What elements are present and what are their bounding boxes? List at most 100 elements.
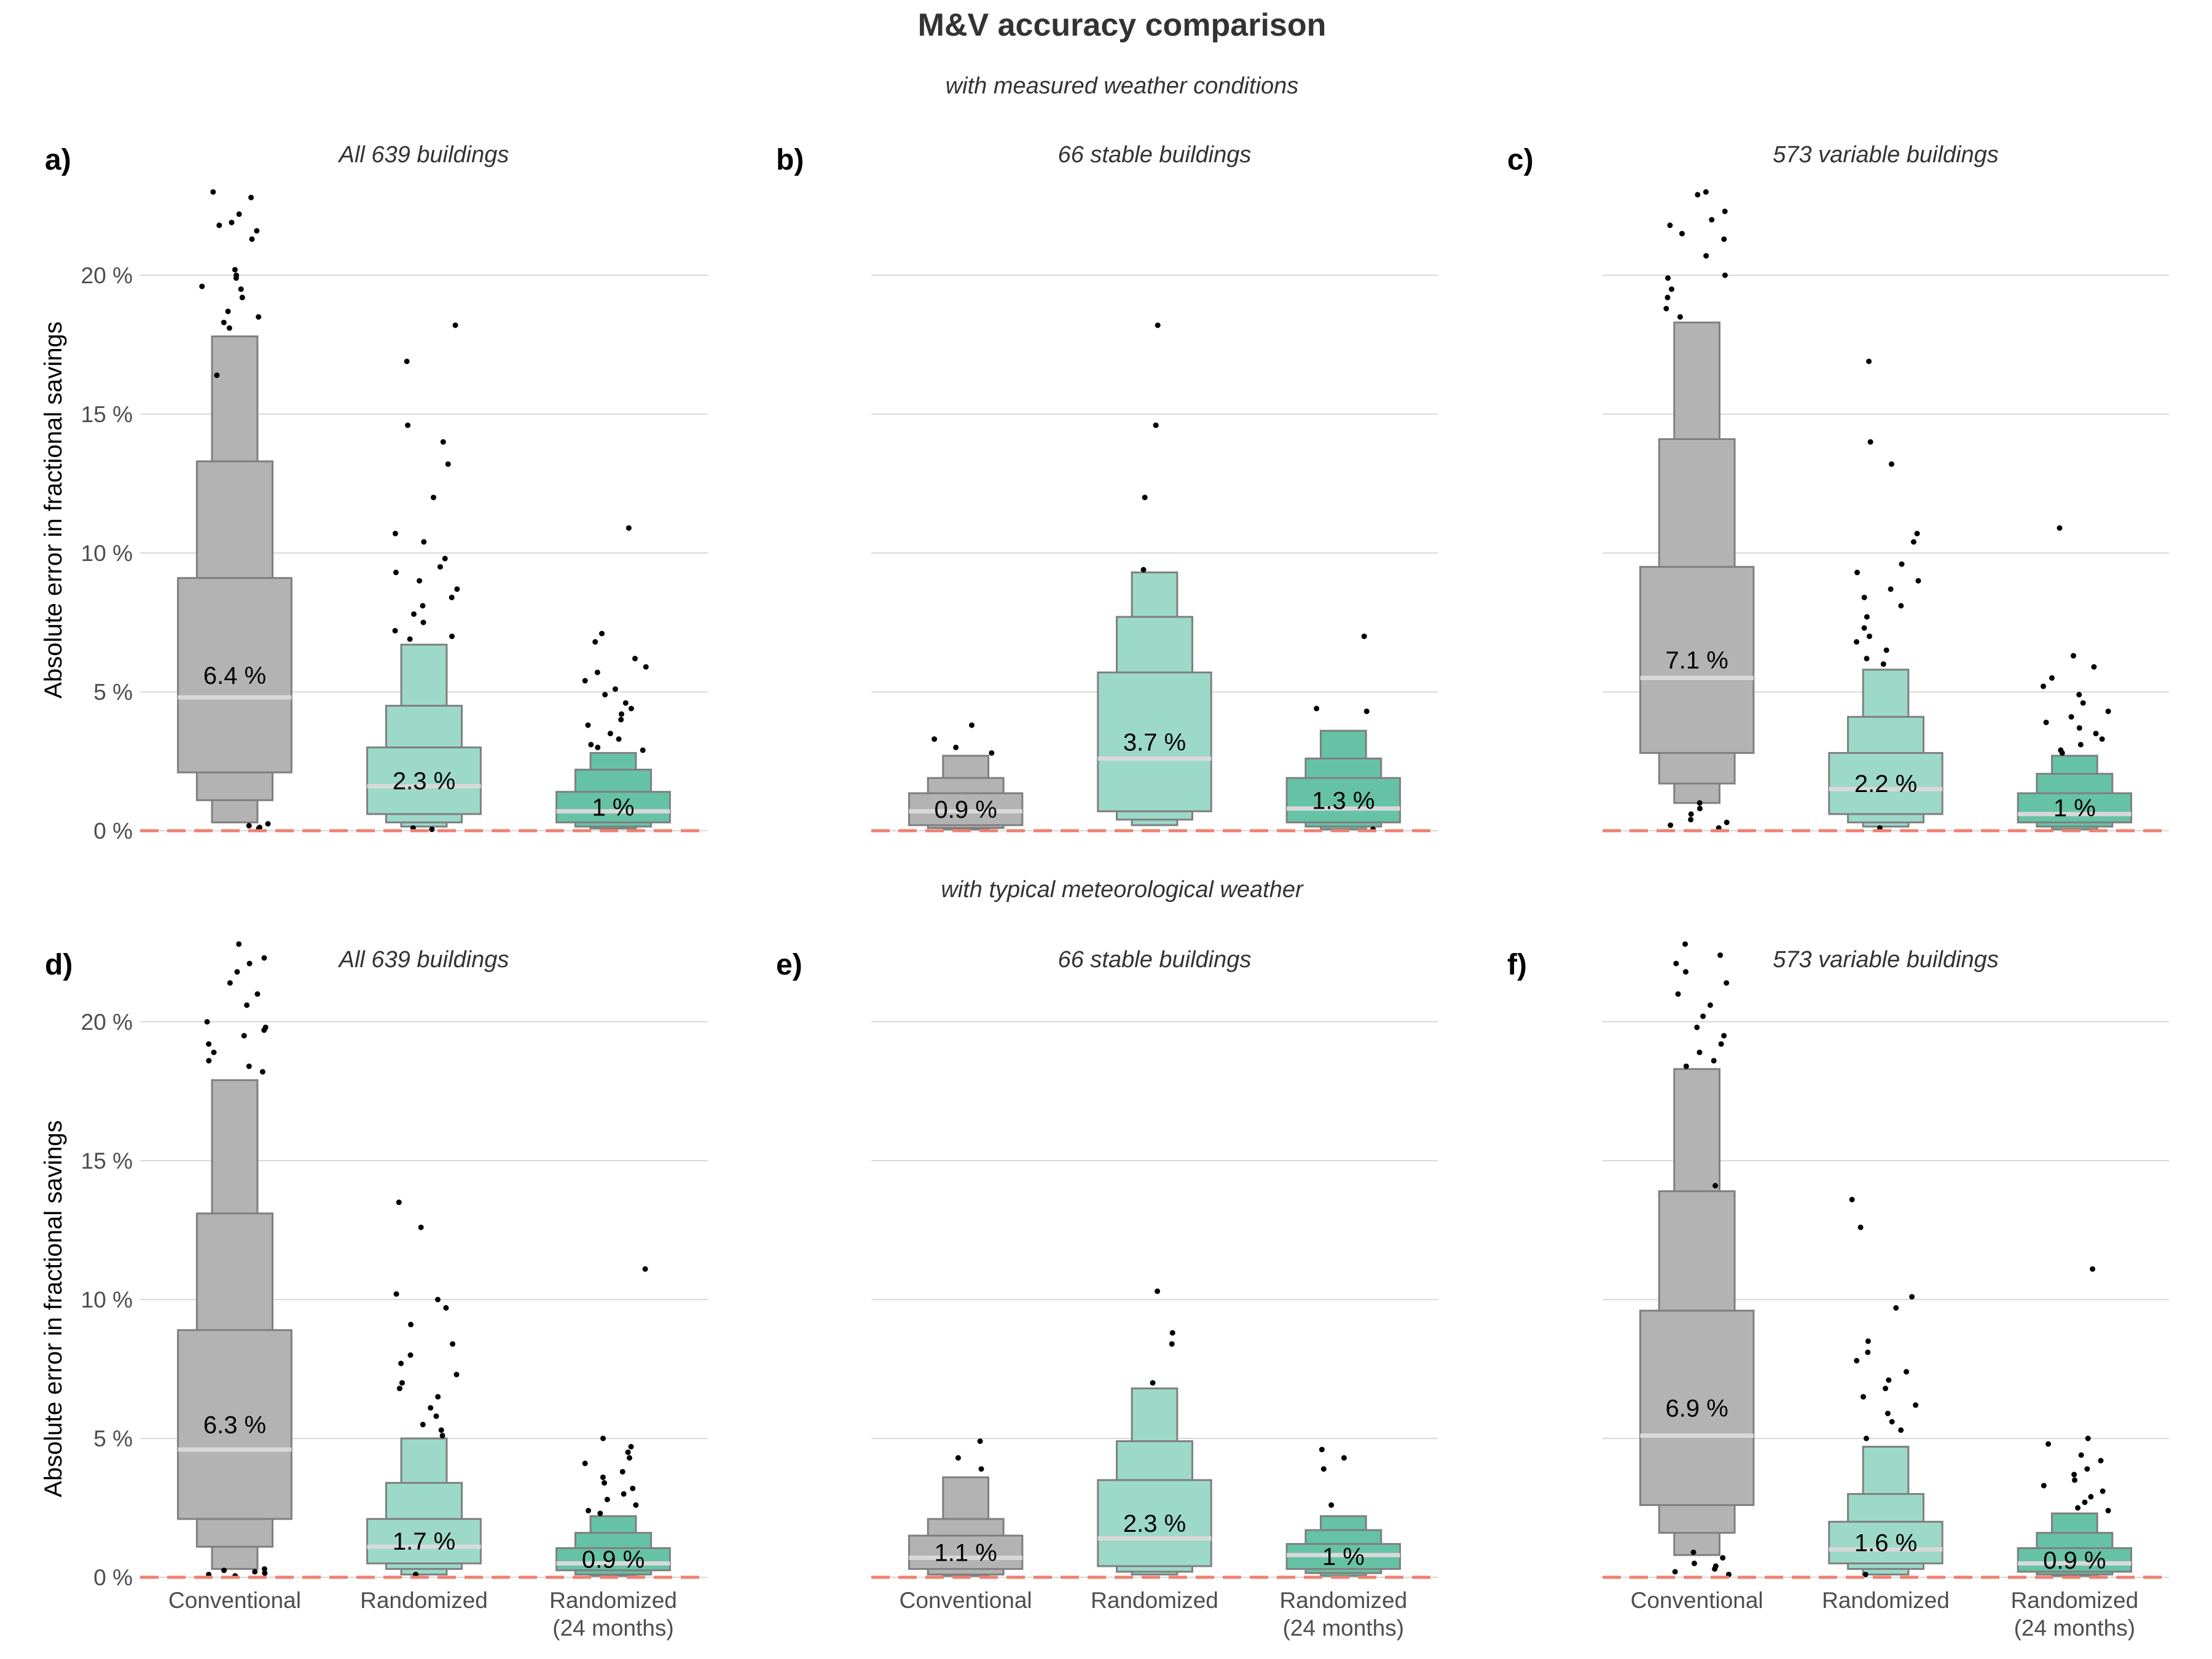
outlier-point <box>2082 1499 2088 1505</box>
boxen-level-0 <box>1285 777 1402 823</box>
outlier-point <box>1863 1435 1869 1441</box>
outlier-point <box>418 1224 424 1230</box>
outlier-point <box>2105 708 2111 715</box>
median-label: 6.4 % <box>203 662 266 689</box>
outlier-point <box>1724 980 1730 986</box>
panel-title: 66 stable buildings <box>1058 142 1252 168</box>
boxen-1: 3.7 % <box>1097 322 1212 826</box>
boxen-2: 1 % <box>2017 525 2133 831</box>
median-label: 1.7 % <box>393 1528 455 1555</box>
outlier-point <box>1866 358 1872 364</box>
outlier-point <box>1864 656 1870 662</box>
outlier-point <box>2100 1488 2106 1494</box>
median-label: 1 % <box>2053 795 2096 822</box>
median-label: 0.9 % <box>582 1547 645 1574</box>
panel-title: 573 variable buildings <box>1773 947 1999 973</box>
outlier-point <box>1860 1394 1866 1400</box>
outlier-point <box>238 286 244 292</box>
outlier-point <box>1667 222 1673 229</box>
boxen-2: 1 % <box>555 525 671 830</box>
outlier-point <box>1849 1196 1855 1202</box>
outlier-point <box>248 194 254 200</box>
outlier-point <box>1866 633 1872 640</box>
outlier-point <box>931 736 938 742</box>
x-tick-label: (24 months) <box>1283 1615 1404 1641</box>
outlier-point <box>1155 1288 1161 1294</box>
outlier-point <box>600 1435 606 1441</box>
outlier-point <box>1314 705 1320 712</box>
outlier-point <box>633 1502 639 1508</box>
outlier-point <box>1341 1455 1347 1461</box>
outlier-point <box>1665 294 1671 300</box>
outlier-point <box>2059 750 2065 756</box>
median-label: 1.6 % <box>1854 1530 1917 1557</box>
outlier-point <box>443 1305 449 1311</box>
panel-d: d) All 639 buildings 0 % 5 % 10 % 15 % 20 % 6.3… <box>45 941 708 1641</box>
outlier-point <box>2084 1466 2090 1472</box>
outlier-point <box>1668 822 1674 828</box>
outlier-point <box>1904 1369 1910 1375</box>
outlier-point <box>221 320 227 326</box>
outlier-point <box>2071 1472 2077 1478</box>
outlier-point <box>1361 633 1367 640</box>
outlier-point <box>239 294 245 300</box>
outlier-point <box>628 705 634 712</box>
outlier-point <box>421 539 427 545</box>
outlier-point <box>1690 1549 1696 1555</box>
boxen-level-0 <box>1828 751 1943 815</box>
boxen-level-0 <box>1097 671 1212 812</box>
boxen-level-0 <box>177 577 292 774</box>
outlier-point <box>1889 1419 1895 1425</box>
outlier-point <box>588 742 594 748</box>
boxen-0: 6.4 % <box>177 189 292 831</box>
outlier-point <box>1694 1024 1700 1030</box>
median-label: 2.2 % <box>1854 771 1917 798</box>
outlier-point <box>2041 1483 2047 1489</box>
outlier-point <box>612 686 618 692</box>
outlier-point <box>2088 1494 2094 1500</box>
y-tick-label: 20 % <box>81 1010 133 1035</box>
outlier-point <box>262 1570 268 1576</box>
outlier-point <box>249 236 255 242</box>
outlier-point <box>1328 1502 1335 1508</box>
outlier-point <box>411 611 417 617</box>
outlier-point <box>206 1041 212 1047</box>
panel-tag: a) <box>45 144 71 176</box>
outlier-point <box>405 422 411 428</box>
outlier-point <box>216 222 222 229</box>
median-label: 7.1 % <box>1666 647 1728 674</box>
boxen-0: 6.3 % <box>177 941 292 1579</box>
outlier-point <box>450 1341 456 1347</box>
x-tick-label: Randomized <box>1091 1588 1218 1613</box>
outlier-point <box>1867 439 1873 445</box>
outlier-point <box>977 1438 983 1445</box>
outlier-point <box>592 639 598 645</box>
outlier-point <box>625 1449 631 1456</box>
median-label: 6.9 % <box>1666 1395 1728 1422</box>
boxen-level-0 <box>1828 1521 1943 1564</box>
outlier-point <box>1673 960 1679 967</box>
outlier-point <box>1712 1566 1718 1572</box>
boxen-level-0 <box>2017 1547 2133 1573</box>
outlier-point <box>1888 461 1894 467</box>
outlier-point <box>452 322 458 328</box>
panel-a: a) All 639 buildings 0 % 5 % 10 % 15 % 20 % 6.4… <box>45 142 708 844</box>
outlier-point <box>1665 275 1671 281</box>
outlier-point <box>1677 314 1683 320</box>
chart-title: M&V accuracy comparison <box>918 7 1327 43</box>
outlier-point <box>254 228 260 234</box>
outlier-point <box>442 555 448 562</box>
y-tick-label: 5 % <box>93 680 133 705</box>
median-label: 6.3 % <box>203 1411 266 1438</box>
y-tick-label: 10 % <box>81 541 133 566</box>
outlier-point <box>2105 1508 2111 1514</box>
median-label: 3.7 % <box>1123 729 1186 756</box>
outlier-point <box>244 1002 250 1008</box>
outlier-point <box>628 1444 634 1450</box>
outlier-point <box>449 633 455 640</box>
outlier-point <box>1169 1330 1175 1336</box>
y-tick-label: 0 % <box>93 1565 133 1590</box>
boxen-2: 0.9 % <box>2017 1266 2133 1577</box>
outlier-point <box>953 744 959 750</box>
outlier-point <box>2077 742 2084 748</box>
